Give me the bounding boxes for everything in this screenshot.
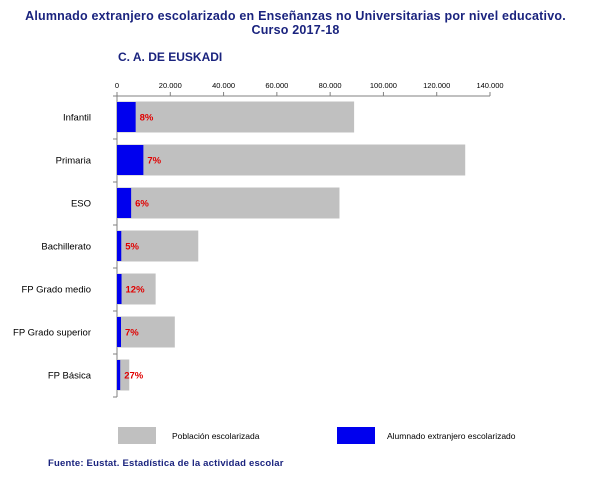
- category-label: FP Básica: [48, 371, 92, 382]
- category-label: Primaria: [56, 156, 92, 167]
- source-note: Fuente: Eustat. Estadística de la activi…: [48, 458, 284, 469]
- data-label: 12%: [126, 285, 146, 296]
- category-label: ESO: [71, 199, 91, 210]
- data-label: 7%: [125, 328, 139, 339]
- bar-foreign: [117, 231, 122, 261]
- x-tick-label: 80.000: [319, 81, 342, 90]
- bar-total: [117, 101, 355, 133]
- x-tick-label: 140.000: [476, 81, 503, 90]
- bar-foreign: [117, 188, 132, 218]
- region-subtitle: C. A. DE EUSKADI: [118, 50, 223, 64]
- data-label: 5%: [125, 242, 139, 253]
- chart-title: Alumnado extranjero escolarizado en Ense…: [0, 9, 591, 37]
- x-tick-label: 0: [115, 81, 119, 90]
- x-tick-label: 60.000: [265, 81, 288, 90]
- category-label: Bachillerato: [41, 242, 91, 253]
- chart-title-line-2: Curso 2017-18: [251, 23, 340, 37]
- bar-total: [117, 144, 466, 176]
- category-label: FP Grado medio: [21, 285, 91, 296]
- x-tick-label: 20.000: [159, 81, 182, 90]
- data-label: 8%: [140, 113, 154, 124]
- bar-foreign: [117, 360, 121, 390]
- legend-label-total: Población escolarizada: [172, 431, 260, 441]
- data-label: 6%: [135, 199, 149, 210]
- x-tick-label: 120.000: [423, 81, 450, 90]
- x-tick-label: 100.000: [370, 81, 397, 90]
- bar-foreign: [117, 145, 144, 175]
- bar-foreign: [117, 102, 136, 132]
- x-tick-label: 40.000: [212, 81, 235, 90]
- bar-foreign: [117, 317, 121, 347]
- category-label: Infantil: [63, 113, 91, 124]
- bar-foreign: [117, 274, 122, 304]
- chart-title-line-1: Alumnado extranjero escolarizado en Ense…: [25, 9, 566, 23]
- category-label: FP Grado superior: [13, 328, 91, 339]
- bar-total: [117, 187, 340, 219]
- data-label: 7%: [147, 156, 161, 167]
- bar-total: [117, 230, 199, 262]
- data-label: 27%: [124, 371, 144, 382]
- legend-swatch-total: [118, 427, 156, 444]
- bar-total: [117, 273, 156, 305]
- bar-total: [117, 316, 175, 348]
- legend-swatch-foreign: [337, 427, 375, 444]
- legend-label-foreign: Alumnado extranjero escolarizado: [387, 431, 516, 441]
